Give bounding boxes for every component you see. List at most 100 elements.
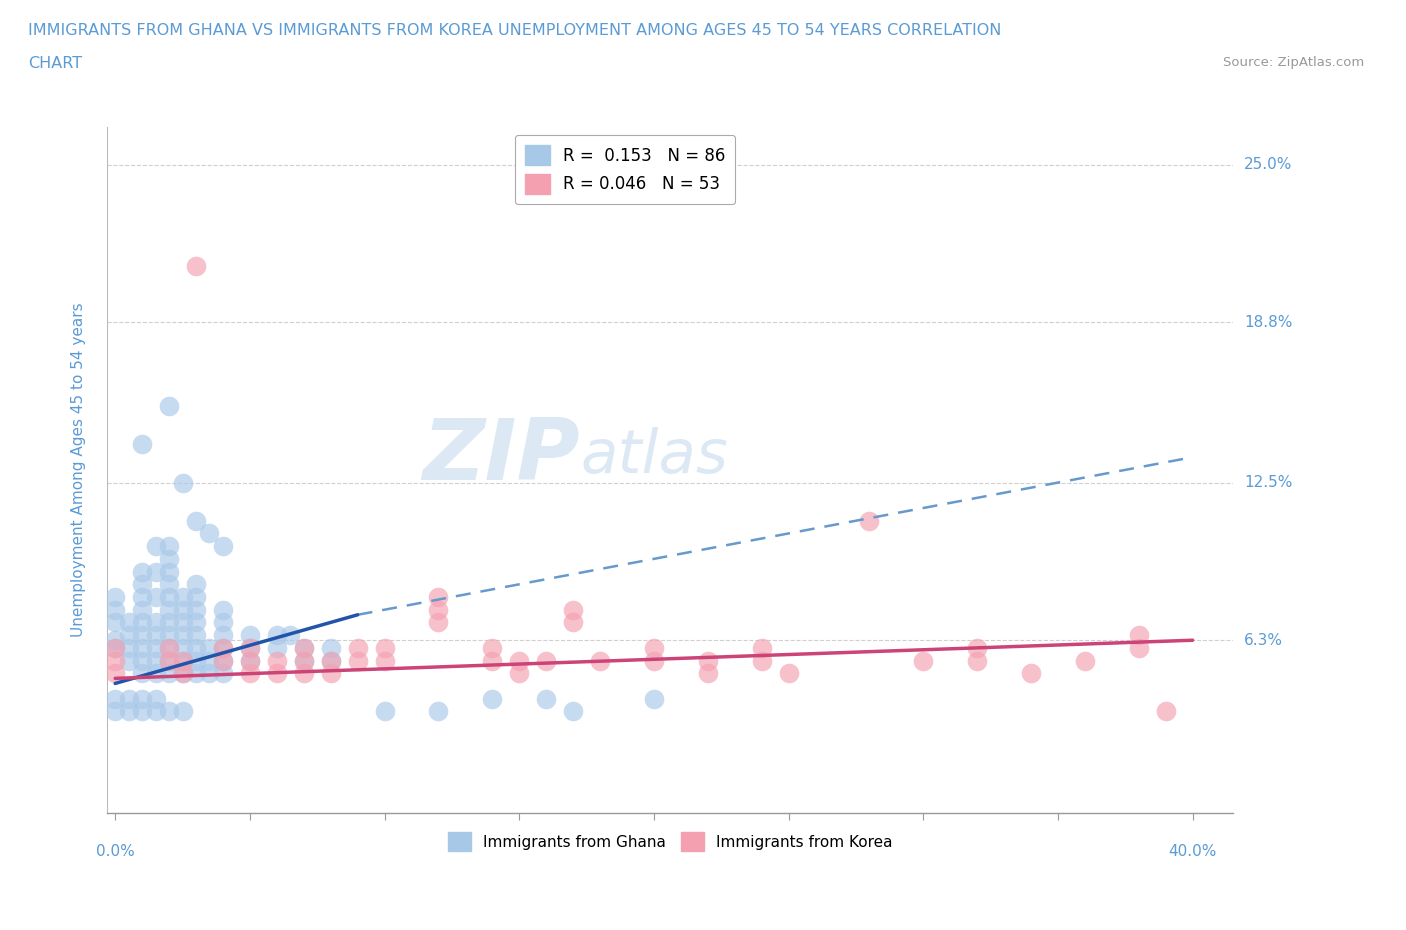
- Point: [696, 653, 718, 668]
- Point: [131, 590, 153, 604]
- Point: [239, 641, 262, 656]
- Point: [966, 641, 988, 656]
- Point: [145, 590, 167, 604]
- Point: [319, 653, 342, 668]
- Point: [643, 641, 665, 656]
- Point: [184, 641, 207, 656]
- Point: [104, 603, 127, 618]
- Point: [751, 641, 773, 656]
- Point: [198, 641, 221, 656]
- Point: [778, 666, 800, 681]
- Point: [157, 641, 180, 656]
- Point: [239, 641, 262, 656]
- Point: [172, 590, 194, 604]
- Point: [212, 641, 235, 656]
- Point: [427, 603, 450, 618]
- Point: [184, 577, 207, 591]
- Point: [212, 603, 235, 618]
- Point: [117, 691, 139, 706]
- Point: [157, 565, 180, 579]
- Point: [239, 653, 262, 668]
- Point: [184, 653, 207, 668]
- Point: [292, 666, 315, 681]
- Point: [589, 653, 612, 668]
- Point: [373, 704, 395, 719]
- Point: [562, 704, 585, 719]
- Point: [1074, 653, 1097, 668]
- Point: [751, 653, 773, 668]
- Point: [145, 565, 167, 579]
- Point: [145, 704, 167, 719]
- Point: [104, 615, 127, 630]
- Point: [131, 704, 153, 719]
- Point: [427, 615, 450, 630]
- Point: [184, 259, 207, 274]
- Point: [104, 590, 127, 604]
- Point: [157, 590, 180, 604]
- Point: [184, 628, 207, 643]
- Point: [508, 653, 530, 668]
- Point: [145, 641, 167, 656]
- Point: [198, 526, 221, 541]
- Point: [198, 653, 221, 668]
- Point: [145, 691, 167, 706]
- Text: IMMIGRANTS FROM GHANA VS IMMIGRANTS FROM KOREA UNEMPLOYMENT AMONG AGES 45 TO 54 : IMMIGRANTS FROM GHANA VS IMMIGRANTS FROM…: [28, 23, 1001, 38]
- Point: [104, 641, 127, 656]
- Point: [131, 628, 153, 643]
- Point: [184, 513, 207, 528]
- Point: [157, 399, 180, 414]
- Point: [562, 603, 585, 618]
- Point: [212, 615, 235, 630]
- Point: [131, 603, 153, 618]
- Point: [131, 437, 153, 452]
- Point: [319, 666, 342, 681]
- Point: [292, 653, 315, 668]
- Point: [172, 615, 194, 630]
- Point: [966, 653, 988, 668]
- Point: [117, 628, 139, 643]
- Point: [319, 641, 342, 656]
- Point: [104, 666, 127, 681]
- Point: [266, 653, 288, 668]
- Point: [643, 653, 665, 668]
- Point: [346, 641, 368, 656]
- Point: [104, 641, 127, 656]
- Point: [145, 538, 167, 553]
- Point: [131, 641, 153, 656]
- Point: [643, 691, 665, 706]
- Point: [157, 603, 180, 618]
- Point: [239, 628, 262, 643]
- Text: CHART: CHART: [28, 56, 82, 71]
- Point: [534, 691, 557, 706]
- Point: [696, 666, 718, 681]
- Point: [131, 615, 153, 630]
- Point: [117, 615, 139, 630]
- Legend: Immigrants from Ghana, Immigrants from Korea: Immigrants from Ghana, Immigrants from K…: [441, 826, 898, 857]
- Point: [172, 666, 194, 681]
- Point: [172, 666, 194, 681]
- Point: [157, 666, 180, 681]
- Text: 6.3%: 6.3%: [1244, 632, 1284, 647]
- Point: [239, 653, 262, 668]
- Text: 12.5%: 12.5%: [1244, 475, 1292, 490]
- Point: [1019, 666, 1042, 681]
- Point: [172, 653, 194, 668]
- Text: Source: ZipAtlas.com: Source: ZipAtlas.com: [1223, 56, 1364, 69]
- Point: [534, 653, 557, 668]
- Point: [481, 691, 503, 706]
- Point: [172, 653, 194, 668]
- Point: [172, 628, 194, 643]
- Point: [292, 641, 315, 656]
- Point: [117, 641, 139, 656]
- Text: atlas: atlas: [581, 427, 728, 485]
- Point: [172, 475, 194, 490]
- Point: [212, 653, 235, 668]
- Point: [145, 628, 167, 643]
- Point: [212, 653, 235, 668]
- Point: [157, 641, 180, 656]
- Point: [1128, 628, 1150, 643]
- Point: [157, 577, 180, 591]
- Point: [145, 653, 167, 668]
- Point: [1128, 641, 1150, 656]
- Point: [145, 666, 167, 681]
